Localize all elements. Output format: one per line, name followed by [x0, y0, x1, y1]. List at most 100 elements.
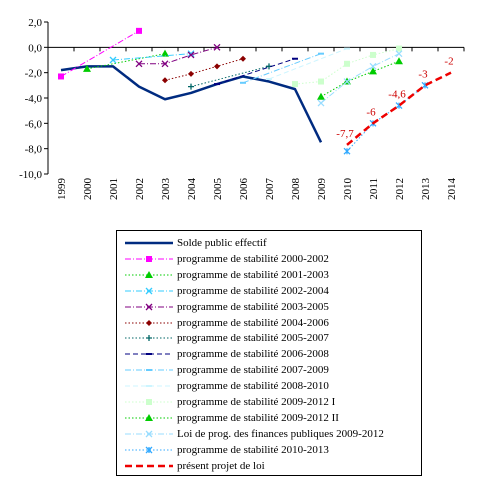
data-point	[187, 50, 195, 58]
legend-label: Loi de prog. des finances publiques 2009…	[177, 427, 384, 440]
data-point	[318, 78, 324, 85]
legend-item: programme de stabilité 2001-2003	[117, 267, 421, 283]
series-5	[135, 43, 221, 68]
legend-label: Solde public effectif	[177, 237, 267, 249]
legend-label: programme de stabilité 2010-2013	[177, 443, 329, 456]
data-label: -7,7	[336, 128, 354, 140]
series-11	[292, 45, 402, 88]
x-tick-label: 2008	[290, 178, 302, 201]
data-point	[161, 60, 169, 68]
series-1	[60, 65, 323, 143]
x-tick-label: 2014	[446, 178, 458, 201]
legend-item: Solde public effectif	[117, 235, 421, 251]
data-point	[58, 73, 64, 80]
x-tick-label: 2000	[82, 178, 94, 201]
series-13	[317, 50, 403, 107]
data-point	[145, 413, 153, 421]
data-point	[395, 50, 403, 58]
data-label: -2	[444, 56, 453, 68]
x-tick-label: 2003	[160, 178, 172, 201]
series-10	[266, 47, 350, 80]
legend-symbol	[125, 319, 173, 326]
data-point	[370, 51, 376, 58]
data-point	[214, 63, 220, 70]
legend-item: programme de stabilité 2009-2012 II	[117, 410, 421, 426]
data-point	[343, 78, 351, 85]
legend-label: programme de stabilité 2007-2009	[177, 364, 329, 377]
legend-label: programme de stabilité 2001-2003	[177, 268, 329, 281]
data-label: -3	[418, 68, 428, 80]
x-tick-label: 2004	[186, 178, 198, 201]
legend-label: programme de stabilité 2006-2008	[177, 348, 329, 361]
legend-label: programme de stabilité 2000-2002	[177, 252, 329, 265]
data-point	[344, 60, 350, 67]
legend-symbol	[125, 255, 173, 262]
data-point	[188, 83, 194, 90]
axes: 2,0 0,0 -2,0 -4,0 -6,0 -8,0 -10,0 1999 2000 2001 2…	[19, 17, 465, 201]
legend-item: programme de stabilité 2010-2013	[117, 442, 421, 458]
legend: Solde public effectif programme de stabil…	[116, 230, 422, 476]
x-tick-label: 2001	[108, 178, 120, 200]
data-point	[396, 45, 402, 52]
series-2	[58, 27, 142, 80]
series-line	[216, 58, 296, 85]
legend-item: programme de stabilité 2002-2004	[117, 283, 421, 299]
series-line	[86, 53, 166, 70]
legend-item: programme de stabilité 2009-2012 I	[117, 394, 421, 410]
legend-symbol	[125, 430, 173, 438]
y-tick-label: -2,0	[25, 68, 43, 80]
y-tick-label: -8,0	[25, 144, 43, 156]
y-tick-label: 0,0	[28, 42, 42, 54]
data-point	[145, 446, 153, 454]
legend-symbol	[125, 464, 173, 467]
legend-label: programme de stabilité 2003-2005	[177, 300, 329, 313]
x-tick-label: 2010	[342, 178, 354, 201]
x-tick-label: 2007	[264, 178, 276, 201]
data-point	[162, 77, 168, 84]
data-point	[213, 43, 221, 51]
x-tick-label: 2005	[212, 178, 224, 201]
data-point	[109, 56, 117, 64]
data-point	[188, 70, 194, 77]
data-point	[146, 319, 152, 326]
data-point	[145, 430, 153, 438]
legend-symbol	[125, 369, 173, 372]
data-point	[369, 62, 377, 70]
x-tick-label: 1999	[56, 178, 68, 201]
series-line	[112, 53, 192, 61]
data-point	[187, 51, 195, 59]
series-3	[83, 49, 169, 72]
data-point	[317, 99, 325, 107]
x-tick-label: 2013	[420, 178, 432, 201]
legend-label: programme de stabilité 2004-2006	[177, 316, 329, 329]
y-tick-label: -10,0	[19, 169, 42, 181]
legend-symbol	[125, 335, 173, 342]
legend-label: programme de stabilité 2005-2007	[177, 332, 329, 345]
data-point	[135, 60, 143, 68]
data-point	[369, 67, 377, 75]
series-layer	[58, 27, 452, 155]
data-point	[146, 399, 152, 405]
series-line	[346, 71, 452, 146]
legend-item: programme de stabilité 2005-2007	[117, 330, 421, 346]
legend-item: programme de stabilité 2003-2005	[117, 299, 421, 315]
x-tick-label: 2006	[238, 178, 250, 201]
legend-label: programme de stabilité 2009-2012 I	[177, 396, 336, 408]
x-tick-label: 2011	[368, 178, 380, 200]
data-point	[317, 92, 325, 100]
series-9	[240, 52, 324, 84]
y-tick-label: 2,0	[28, 17, 42, 29]
series-6	[162, 55, 246, 84]
data-label: -6	[366, 106, 376, 118]
legend-symbol	[125, 270, 173, 278]
series-14	[343, 81, 429, 155]
data-point	[83, 64, 91, 72]
legend-symbol	[125, 399, 173, 405]
legend-symbol	[125, 385, 173, 388]
legend-item: programme de stabilité 2000-2002	[117, 251, 421, 267]
series-7	[188, 63, 272, 90]
data-point	[146, 255, 152, 262]
legend-item: Loi de prog. des finances publiques 2009…	[117, 426, 421, 442]
x-tick-label: 2009	[316, 178, 328, 201]
x-tick-label: 2012	[394, 178, 406, 200]
